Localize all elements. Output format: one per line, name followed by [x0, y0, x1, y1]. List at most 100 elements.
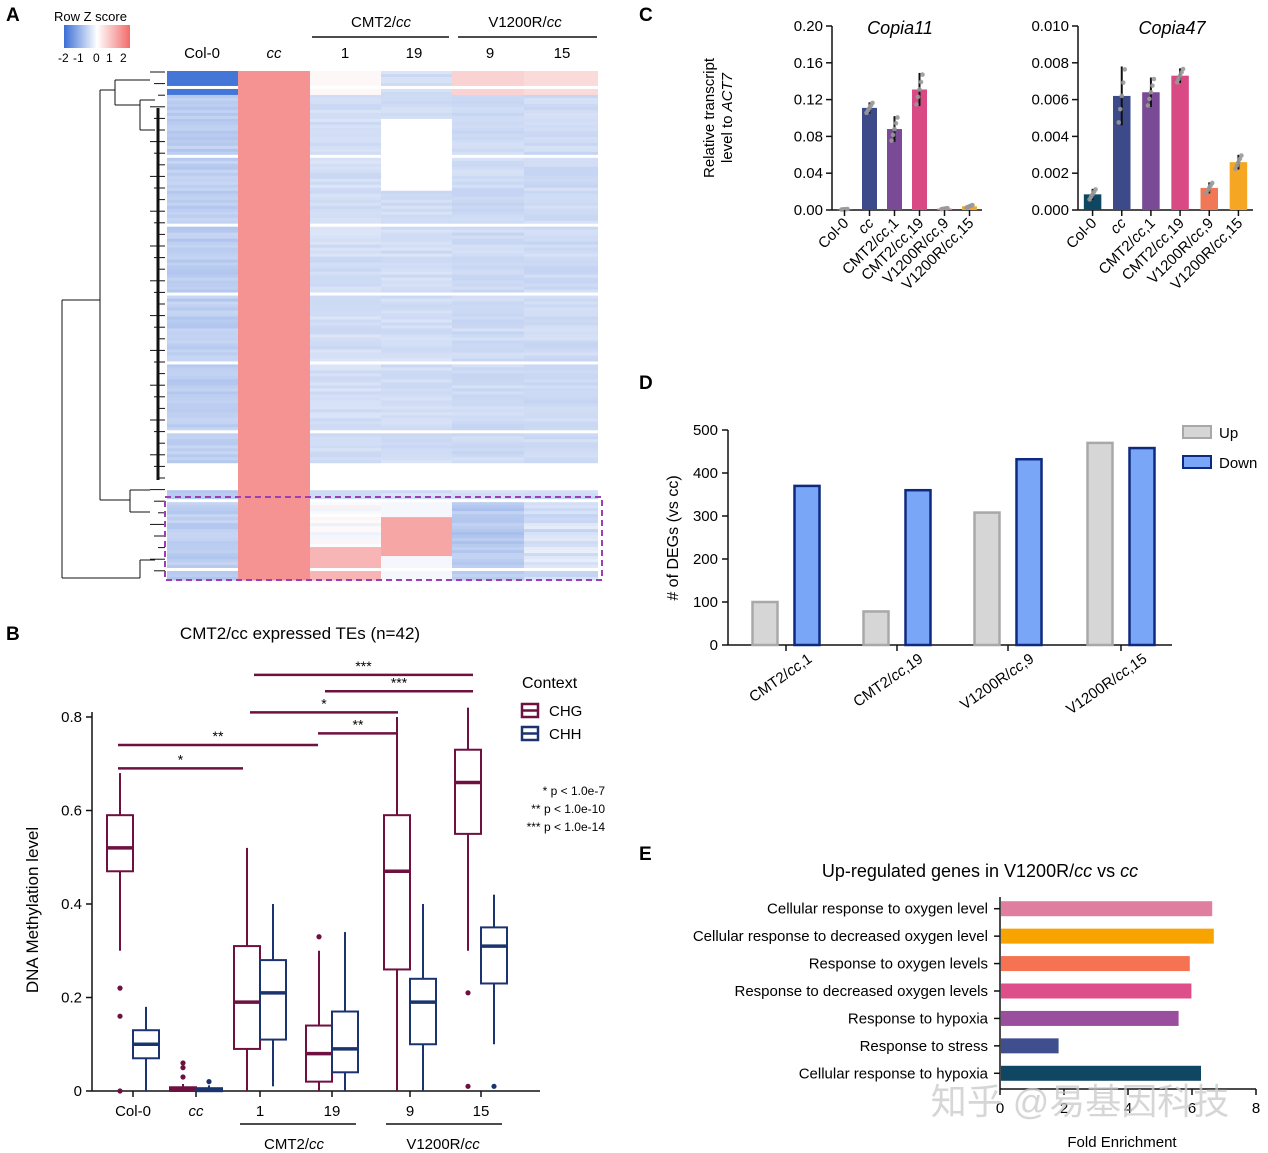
- heatmap-cell: [238, 109, 310, 114]
- panel-label-c: C: [639, 5, 653, 26]
- heatmap-cell: [238, 424, 310, 428]
- heatmap-cell: [524, 568, 598, 572]
- heatmap-cell: [167, 532, 238, 536]
- heatmap-cell: [381, 517, 452, 521]
- heatmap-cell: [524, 514, 598, 518]
- heatmap-cell: [167, 223, 238, 228]
- heatmap-cell: [524, 220, 598, 225]
- heatmap-cell: [524, 424, 598, 428]
- heatmap-cell: [524, 565, 598, 569]
- heatmap-cell: [524, 175, 598, 180]
- up-bar: [751, 600, 779, 647]
- heatmap-cell: [452, 310, 524, 315]
- chg-outlier: [180, 1060, 186, 1066]
- heatmap-cell: [381, 556, 452, 560]
- heatmap-cell: [524, 160, 598, 165]
- heatmap-cell: [381, 196, 452, 201]
- heatmap-cell: [167, 115, 238, 120]
- heatmap-cell: [238, 523, 310, 527]
- heatmap-cell: [310, 391, 381, 395]
- heatmap-cell: [452, 466, 524, 470]
- chg-outlier: [180, 1074, 186, 1080]
- heatmap-cell: [524, 181, 598, 186]
- down-bar: [1128, 446, 1156, 647]
- heatmap-cell: [310, 340, 381, 344]
- heatmap-cell: [167, 385, 238, 389]
- down-legend-label: Down: [1219, 455, 1257, 472]
- heatmap-cell: [238, 568, 310, 572]
- heatmap-cell: [310, 529, 381, 533]
- heatmap-cell: [310, 415, 381, 419]
- panel-label-e: E: [639, 844, 652, 865]
- heatmap-cell: [238, 103, 310, 108]
- heatmap-cell: [381, 331, 452, 335]
- heatmap-cell: [524, 472, 598, 476]
- heatmap-cell: [238, 427, 310, 431]
- heatmap-cell: [310, 424, 381, 428]
- heatmap-cell: [167, 520, 238, 524]
- chg-box: [233, 945, 261, 1050]
- heatmap-cell: [452, 571, 524, 575]
- heatmap-cell: [167, 367, 238, 371]
- heatmap-cell: [381, 187, 452, 192]
- heatmap-cell: [167, 148, 238, 153]
- heatmap-cell: [238, 160, 310, 165]
- heatmap-cell: [167, 373, 238, 377]
- heatmap-cell: [310, 154, 381, 159]
- heatmap-cell: [524, 325, 598, 329]
- heatmap-cell: [524, 409, 598, 413]
- pvalue-note: ** p < 1.0e-10: [531, 802, 605, 816]
- heatmap-cell: [381, 244, 452, 249]
- heatmap-cell: [524, 469, 598, 473]
- heatmap-cell: [310, 346, 381, 350]
- heatmap-col-header: 9: [486, 45, 494, 62]
- heatmap-cell: [381, 313, 452, 318]
- heatmap-cell: [381, 550, 452, 554]
- heatmap-cell: [452, 247, 524, 252]
- heatmap-cell: [452, 298, 524, 303]
- heatmap-cell: [524, 217, 598, 222]
- heatmap-cell: [167, 76, 238, 81]
- heatmap-cell: [452, 361, 524, 365]
- heatmap-cell: [452, 538, 524, 542]
- heatmap-cell: [524, 169, 598, 174]
- heatmap-cell: [452, 460, 524, 464]
- heatmap-cell: [524, 505, 598, 509]
- heatmap-cell: [167, 292, 238, 297]
- replicate-dot: [970, 202, 975, 208]
- heatmap-cell: [452, 115, 524, 120]
- category-label: Cellular response to oxygen level: [767, 901, 988, 918]
- heatmap-cell: [452, 451, 524, 455]
- pvalue-notes: * p < 1.0e-7 ** p < 1.0e-10 *** p < 1.0e…: [527, 784, 606, 834]
- heatmap-cell: [238, 130, 310, 135]
- heatmap-cell: [452, 253, 524, 258]
- heatmap-cell: [167, 73, 238, 78]
- heatmap-cell: [310, 172, 381, 177]
- heatmap-cell: [524, 73, 598, 78]
- heatmap-cell: [524, 493, 598, 497]
- heatmap-cell: [452, 487, 524, 491]
- heatmap-cell: [452, 463, 524, 467]
- heatmap-cell: [167, 202, 238, 207]
- heatmap-cell: [524, 277, 598, 282]
- heatmap-cell: [167, 328, 238, 332]
- heatmap-cell: [524, 184, 598, 189]
- heatmap-cell: [310, 370, 381, 374]
- heatmap-cell: [310, 256, 381, 261]
- replicate-dot: [1180, 66, 1186, 72]
- heatmap-cell: [524, 256, 598, 261]
- heatmap-cell: [310, 568, 381, 572]
- heatmap-cell: [310, 397, 381, 401]
- heatmap-cell: [238, 562, 310, 566]
- heatmap-cell: [238, 85, 310, 90]
- heatmap-cell: [452, 457, 524, 461]
- heatmap-cell: [167, 91, 238, 96]
- heatmap-cell: [452, 91, 524, 96]
- heatmap-cell: [524, 235, 598, 240]
- heatmap-cell: [238, 124, 310, 129]
- up-legend-label: Up: [1219, 425, 1238, 442]
- heatmap-cell: [238, 388, 310, 392]
- heatmap-cell: [167, 547, 238, 551]
- heatmap-cell: [238, 565, 310, 569]
- heatmap-cell: [167, 256, 238, 261]
